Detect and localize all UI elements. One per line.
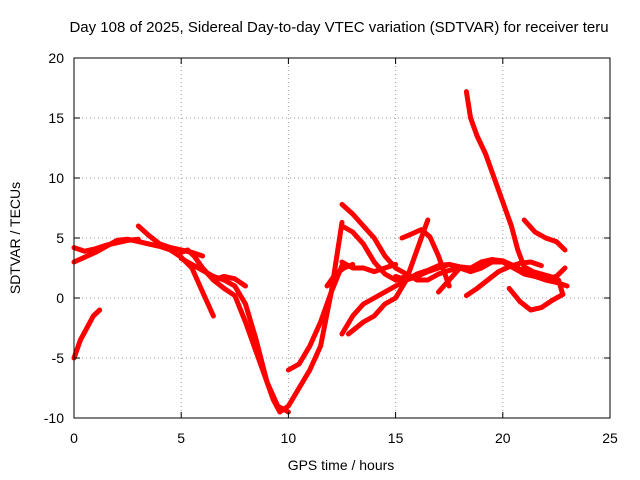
series-trace-20 (521, 217, 568, 253)
y-tick-label: 10 (48, 170, 64, 186)
series-trace-1 (71, 307, 103, 361)
series-trace-15 (399, 227, 452, 289)
series-trace-13 (339, 259, 399, 275)
x-tick-label: 0 (70, 430, 78, 446)
x-axis-label: GPS time / hours (288, 457, 395, 473)
axis-ticks: 0 5 10 15 20 25 -10 -5 0 5 10 15 20 (44, 50, 618, 446)
data-series (71, 89, 570, 415)
series-trace-21 (506, 285, 566, 313)
series-trace-8 (285, 263, 345, 373)
series-trace-6 (178, 255, 291, 415)
y-tick-label: -10 (44, 410, 64, 426)
x-tick-label: 25 (602, 430, 618, 446)
y-tick-label: 0 (56, 290, 64, 306)
x-tick-label: 15 (388, 430, 404, 446)
y-tick-label: -5 (52, 350, 65, 366)
series-trace-18 (436, 257, 568, 295)
x-tick-label: 5 (177, 430, 185, 446)
series-trace-5 (178, 219, 345, 415)
y-axis-label: SDTVAR / TECUs (7, 182, 23, 294)
series-trace-14 (345, 217, 431, 337)
series-trace-3 (71, 236, 141, 254)
y-tick-label: 20 (48, 50, 64, 66)
y-tick-label: 5 (56, 230, 64, 246)
series-trace-19 (463, 259, 544, 299)
x-tick-label: 20 (495, 430, 511, 446)
y-tick-label: 15 (48, 110, 64, 126)
x-tick-label: 10 (281, 430, 297, 446)
series-trace-12 (339, 223, 409, 283)
chart-title: Day 108 of 2025, Sidereal Day-to-day VTE… (69, 19, 608, 36)
series-trace-7 (200, 265, 248, 289)
